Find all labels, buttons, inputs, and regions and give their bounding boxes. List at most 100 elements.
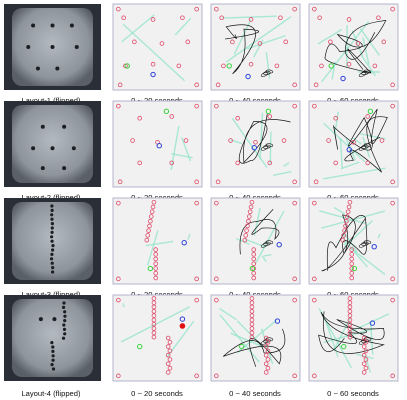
obstacle-post [50, 239, 54, 243]
obstacle-circle [245, 223, 250, 229]
obstacle-post [62, 327, 67, 331]
obstacle-post [55, 66, 60, 71]
start-marker [124, 63, 130, 69]
obstacle-post [62, 166, 67, 171]
start-marker [137, 343, 143, 350]
obstacle-circle [347, 334, 353, 340]
obstacle-circle [248, 61, 254, 67]
obstacle-circle [292, 103, 297, 109]
trajectory-path [333, 108, 388, 173]
obstacle-circle [347, 200, 353, 205]
obstacle-circle [312, 373, 317, 379]
obstacle-circle [151, 300, 157, 306]
trajectory-loop [363, 240, 372, 245]
obstacle-circle [381, 39, 387, 45]
layout-label-1: Layout-1 (flipped) [21, 96, 81, 105]
obstacle-circle [265, 348, 271, 354]
obstacle-circle [341, 233, 347, 238]
obstacle-circle [376, 15, 381, 21]
obstacle-post [61, 305, 66, 309]
obstacle-circle [281, 138, 287, 143]
obstacle-circle [165, 370, 171, 375]
obstacle-circle [344, 214, 350, 219]
obstacle-circle [265, 339, 271, 345]
trajectory-path [222, 328, 286, 367]
obstacle-circle [165, 344, 171, 349]
obstacle-circle [390, 179, 395, 185]
obstacle-circle [116, 373, 121, 379]
trajectory-loop [361, 144, 369, 149]
obstacle-post [26, 45, 31, 49]
arena-photo-3 [4, 198, 101, 284]
agent-marker [371, 244, 377, 250]
start-marker [341, 343, 347, 350]
trajectory-loop [263, 241, 271, 246]
trail-segment [122, 303, 125, 308]
obstacle-circle [351, 139, 356, 145]
trail-segment [362, 136, 371, 158]
start-marker [226, 63, 232, 69]
arena-photo-2 [4, 101, 101, 187]
panel-3-20s [112, 197, 203, 285]
obstacle-post [51, 349, 55, 353]
obstacle-circle [379, 138, 385, 143]
obstacle-circle [251, 252, 257, 257]
obstacle-circle [349, 261, 355, 267]
obstacle-post [62, 124, 67, 129]
trail-segment [319, 210, 367, 225]
obstacle-circle [326, 138, 331, 143]
obstacle-circle [214, 297, 219, 303]
start-marker [367, 108, 374, 115]
trail-segment [146, 230, 159, 266]
obstacle-post [51, 266, 55, 270]
obstacle-circle [328, 39, 333, 45]
obstacle-post [74, 45, 79, 49]
obstacle-circle [153, 270, 159, 276]
obstacle-circle [180, 15, 185, 21]
obstacle-circle [346, 17, 352, 22]
trail-segment [323, 122, 366, 163]
panel-2-60s [308, 100, 399, 188]
obstacle-circle [249, 300, 255, 306]
obstacle-circle [292, 276, 297, 282]
trail-segment [170, 125, 180, 171]
obstacle-circle [235, 115, 241, 121]
obstacle-circle [363, 357, 369, 362]
arena-photo-1 [4, 4, 101, 90]
obstacle-circle [151, 326, 157, 331]
obstacle-circle [153, 252, 159, 257]
obstacle-post [50, 222, 54, 226]
obstacle-circle [185, 39, 191, 45]
obstacle-circle [235, 160, 241, 166]
trajectory-path [238, 113, 291, 164]
obstacle-circle [274, 63, 280, 69]
obstacle-circle [292, 82, 297, 88]
obstacle-post [50, 204, 54, 208]
trail-segment [231, 118, 268, 168]
start-marker [147, 265, 154, 272]
panel-2-20s [112, 100, 203, 188]
obstacle-circle [342, 228, 347, 233]
obstacle-circle [363, 339, 369, 345]
obstacle-post [50, 226, 54, 230]
figure-row-1: Layout-1 (flipped) 0 ~ 20 seconds 0 ~ 40… [4, 3, 399, 105]
panel-1-20s [112, 3, 203, 91]
obstacle-circle [361, 352, 367, 358]
obstacle-circle [151, 334, 157, 340]
obstacle-circle [249, 334, 255, 340]
obstacle-circle [390, 82, 395, 88]
obstacle-circle [248, 17, 254, 22]
obstacle-post [51, 270, 55, 274]
trail-segment [222, 15, 277, 19]
trajectory-loop [265, 69, 274, 74]
obstacle-post [50, 363, 54, 367]
obstacle-circle [214, 276, 219, 282]
obstacle-post [50, 252, 54, 256]
trajectory-loop [361, 241, 369, 246]
obstacle-circle [265, 357, 271, 362]
trajectory-loop [263, 338, 271, 343]
obstacle-circle [214, 373, 219, 379]
obstacle-circle [194, 6, 199, 12]
trail-segment [352, 137, 362, 145]
